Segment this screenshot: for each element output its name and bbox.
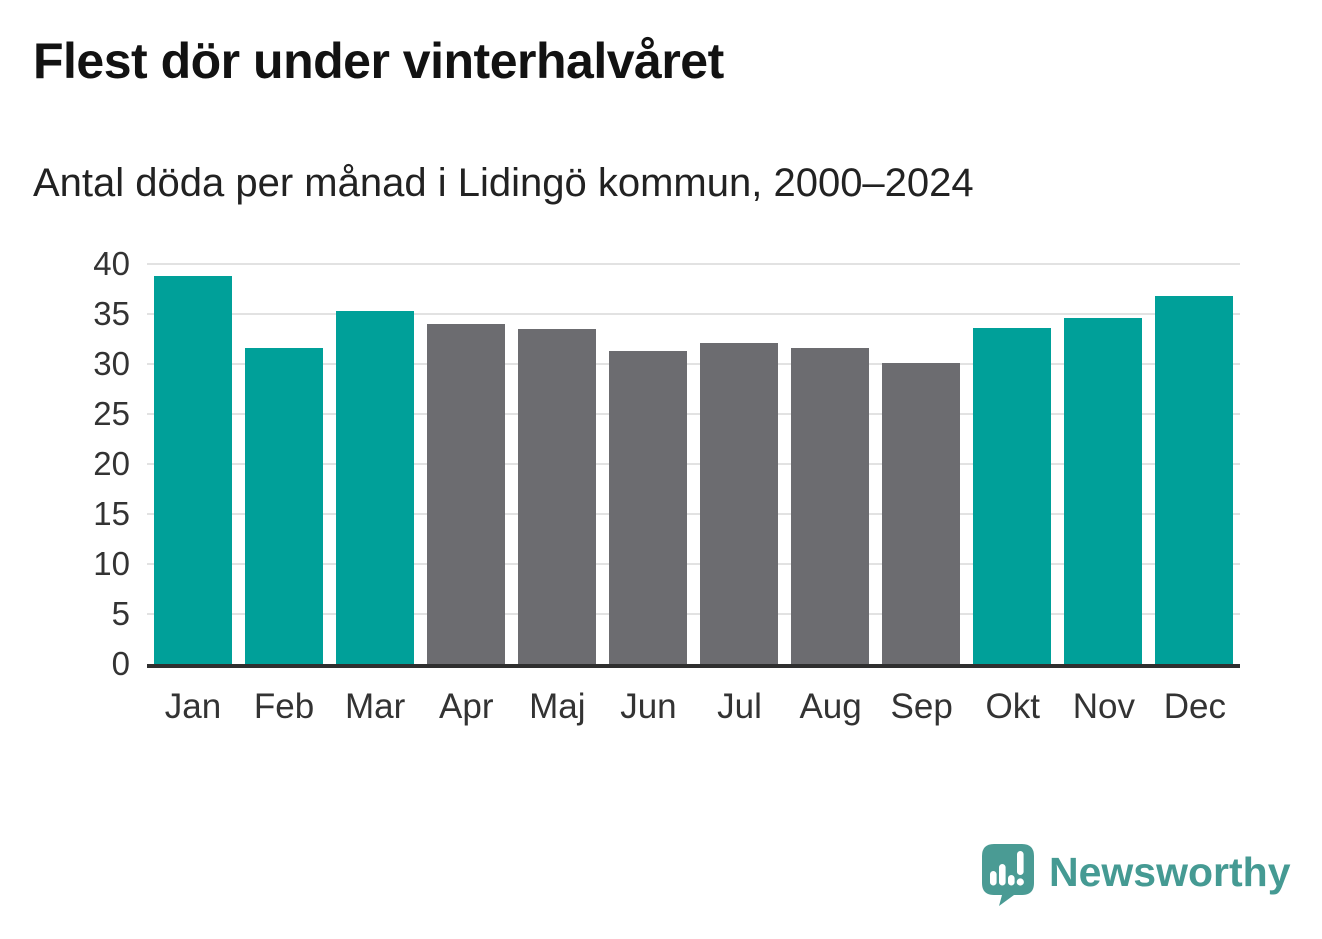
bar	[973, 328, 1052, 664]
bar	[791, 348, 870, 664]
x-tick-label: Aug	[799, 687, 862, 726]
page-title: Flest dör under vinterhalvåret	[33, 33, 724, 89]
y-tick-label: 10	[93, 545, 130, 582]
y-tick-label: 30	[93, 345, 130, 382]
plot-area	[147, 263, 1240, 664]
x-tick-label: Jan	[164, 687, 222, 726]
x-tick-label: Sep	[890, 687, 953, 726]
bar	[882, 363, 961, 664]
x-tick-label: Feb	[253, 687, 315, 726]
bar	[1155, 296, 1234, 664]
x-tick-label: Okt	[985, 687, 1040, 726]
y-tick-label: 35	[93, 295, 130, 332]
chart-subtitle: Antal döda per månad i Lidingö kommun, 2…	[33, 161, 974, 205]
y-tick-label: 40	[93, 245, 130, 282]
x-tick-label: Dec	[1163, 687, 1227, 726]
bar	[426, 324, 505, 664]
y-tick-label: 0	[111, 645, 130, 682]
bar	[1064, 318, 1143, 664]
bar	[517, 329, 596, 664]
bar-chart-speech-bubble-icon	[981, 843, 1035, 907]
x-axis-line	[147, 664, 1240, 668]
y-tick-label: 15	[93, 495, 130, 532]
gridline	[147, 513, 1240, 515]
bar	[153, 276, 232, 664]
bar	[335, 311, 414, 664]
x-tick-label: Maj	[529, 687, 586, 726]
newsworthy-logo: Newsworthy	[981, 843, 1291, 909]
x-tick-label: Jul	[717, 687, 762, 726]
x-tick-label: Jun	[620, 687, 677, 726]
bar	[608, 351, 687, 664]
bar	[244, 348, 323, 664]
newsworthy-brand-text: Newsworthy	[1049, 849, 1291, 895]
gridline	[147, 363, 1240, 365]
gridline	[147, 413, 1240, 415]
x-tick-label: Nov	[1072, 687, 1135, 726]
gridline	[147, 313, 1240, 315]
y-tick-label: 20	[93, 445, 130, 482]
x-tick-label: Apr	[439, 687, 494, 726]
gridline	[147, 613, 1240, 615]
y-tick-label: 25	[93, 395, 130, 432]
gridline	[147, 263, 1240, 265]
y-tick-label: 5	[111, 595, 130, 632]
gridline	[147, 463, 1240, 465]
bar	[700, 343, 779, 664]
x-tick-label: Mar	[345, 687, 406, 726]
gridline	[147, 563, 1240, 565]
